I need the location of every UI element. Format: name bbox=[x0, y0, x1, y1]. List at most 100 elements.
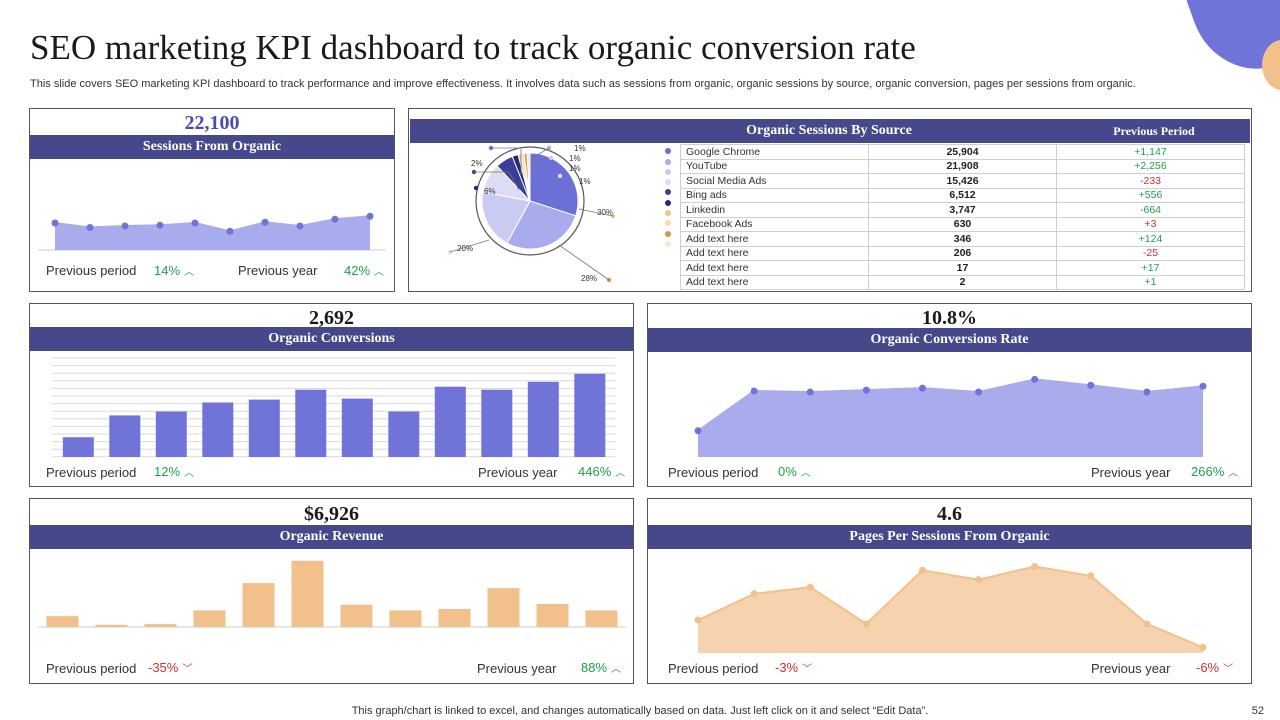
conv_rate-point-10 bbox=[1199, 382, 1207, 390]
pie-label-3: 1% bbox=[569, 164, 581, 173]
source-change: +2,256 bbox=[1056, 158, 1245, 174]
conversions-bar-1 bbox=[62, 437, 94, 457]
arrow-down-icon: ﹀ bbox=[1223, 664, 1234, 675]
decor-blob-orange bbox=[1262, 40, 1280, 90]
conv-rate-prev-year-pct: 266% ︿ bbox=[1191, 464, 1239, 479]
conv-rate-prev-period-pct: 0% ︿ bbox=[778, 464, 811, 479]
pie-label-8: 20% bbox=[457, 244, 473, 253]
revenue-bar-8 bbox=[389, 610, 422, 627]
pie-leader-line-3 bbox=[474, 171, 520, 191]
pages-point-10 bbox=[1199, 643, 1207, 651]
conv_rate-point-1 bbox=[694, 427, 702, 435]
source-name: YouTube bbox=[680, 158, 869, 174]
legend-dot bbox=[665, 189, 671, 196]
pie-leader-dot-7 bbox=[610, 213, 616, 219]
pages-point-7 bbox=[1031, 563, 1039, 571]
conv-rate-value: 10.8% bbox=[922, 307, 977, 329]
pie-leader-dot-8 bbox=[447, 249, 453, 255]
revenue-bar-10 bbox=[487, 588, 520, 627]
arrow-down-icon: ﹀ bbox=[182, 664, 193, 675]
pages-point-1 bbox=[694, 616, 702, 624]
pages-point-6 bbox=[975, 576, 983, 584]
revenue-prev-period-label: Previous period bbox=[46, 661, 137, 676]
source-value: 3,747 bbox=[868, 202, 1057, 218]
pie-slice-2 bbox=[506, 200, 577, 250]
pie-leader-line-1 bbox=[491, 147, 522, 175]
legend-dot bbox=[665, 168, 671, 175]
conv_rate-point-8 bbox=[1087, 381, 1095, 389]
table-row: Social Media Ads 15,426 -233 bbox=[680, 173, 1245, 189]
legend-dot bbox=[665, 220, 671, 227]
pages-prev-period-label: Previous period bbox=[668, 661, 759, 676]
arrow-up-icon: ︿ bbox=[374, 267, 385, 278]
arrow-up-icon: ︿ bbox=[800, 468, 811, 479]
revenue-bar-7 bbox=[340, 604, 373, 627]
table-row: Linkedin 3,747 -664 bbox=[680, 202, 1245, 218]
revenue-chart bbox=[38, 560, 626, 628]
source-name: Linkedin bbox=[680, 202, 869, 218]
pie-leader-line-6 bbox=[558, 244, 610, 281]
pages-area bbox=[698, 566, 1203, 653]
page-title: SEO marketing KPI dashboard to track org… bbox=[30, 28, 916, 67]
pie-leader-line-5 bbox=[449, 239, 490, 253]
revenue-bar-3 bbox=[144, 624, 177, 627]
source-name: Google Chrome bbox=[680, 144, 869, 160]
source-change: +3 bbox=[1056, 216, 1245, 232]
sessions-area bbox=[55, 216, 370, 250]
source-value: 21,908 bbox=[868, 158, 1057, 174]
table-row: YouTube 21,908 +2,256 bbox=[680, 158, 1245, 174]
pages-prev-year-label: Previous year bbox=[1091, 661, 1171, 676]
arrow-up-icon: ︿ bbox=[184, 267, 195, 278]
source-value: 17 bbox=[868, 260, 1057, 276]
conv_rate-point-2 bbox=[750, 387, 758, 395]
sources-table: Google Chrome 25,904 +1,147 YouTube 21,908 +2… bbox=[680, 144, 1245, 290]
pie-label-2: 1% bbox=[569, 154, 581, 163]
pages-point-2 bbox=[750, 590, 758, 598]
revenue-prev-year-pct: 88% ︿ bbox=[581, 660, 622, 675]
pie-slice-10 bbox=[526, 152, 531, 202]
sessions-prev-year-label: Previous year bbox=[238, 263, 318, 278]
pie-label-7: 30% bbox=[597, 208, 613, 217]
source-change: -25 bbox=[1056, 245, 1245, 261]
conversions-bar-12 bbox=[574, 373, 606, 457]
pages-prev-year-pct: -6% ﹀ bbox=[1196, 660, 1234, 675]
source-change: +17 bbox=[1056, 260, 1245, 276]
sessions-point-5 bbox=[191, 219, 199, 227]
pages-point-8 bbox=[1087, 572, 1095, 580]
conversions-chart bbox=[52, 357, 615, 458]
pie-leader-dot-4 bbox=[557, 173, 563, 179]
sources-panel: Organic Sessions By Source Previous Peri… bbox=[408, 108, 1252, 292]
conversions-bar-8 bbox=[388, 411, 420, 457]
source-name: Add text here bbox=[680, 245, 869, 261]
conv-rate-prev-period-label: Previous period bbox=[668, 465, 759, 480]
legend-dot bbox=[665, 230, 671, 237]
pages-point-9 bbox=[1143, 620, 1151, 628]
legend-dot bbox=[665, 199, 671, 206]
table-row: Add text here 346 +124 bbox=[680, 231, 1245, 247]
revenue-prev-year-label: Previous year bbox=[477, 661, 557, 676]
revenue-value: $6,926 bbox=[304, 503, 359, 525]
source-name: Bing ads bbox=[680, 187, 869, 203]
arrow-up-icon: ︿ bbox=[615, 468, 626, 479]
source-value: 346 bbox=[868, 231, 1057, 247]
sessions-point-1 bbox=[51, 219, 59, 227]
revenue-bar-5 bbox=[242, 583, 275, 627]
sessions-chart bbox=[38, 212, 386, 251]
source-change: +1 bbox=[1056, 274, 1245, 290]
table-row: Google Chrome 25,904 +1,147 bbox=[680, 144, 1245, 160]
source-value: 630 bbox=[868, 216, 1057, 232]
sessions-point-4 bbox=[156, 221, 164, 229]
conversions-prev-period-label: Previous period bbox=[46, 465, 137, 480]
sessions-prev-period-label: Previous period bbox=[46, 263, 137, 278]
conv-rate-prev-year-label: Previous year bbox=[1091, 465, 1171, 480]
conv_rate-point-3 bbox=[806, 388, 814, 396]
conversions-bar-4 bbox=[202, 402, 234, 457]
conversions-bar-9 bbox=[434, 386, 466, 457]
sessions-value: 22,100 bbox=[184, 112, 240, 134]
arrow-up-icon: ︿ bbox=[611, 664, 622, 675]
pages-panel: 4.6 Pages Per Sessions From Organic Prev… bbox=[647, 498, 1252, 684]
arrow-up-icon: ︿ bbox=[1228, 468, 1239, 479]
conversions-bar-5 bbox=[248, 399, 280, 457]
legend-dot bbox=[665, 210, 671, 217]
pages-line bbox=[697, 565, 1204, 649]
